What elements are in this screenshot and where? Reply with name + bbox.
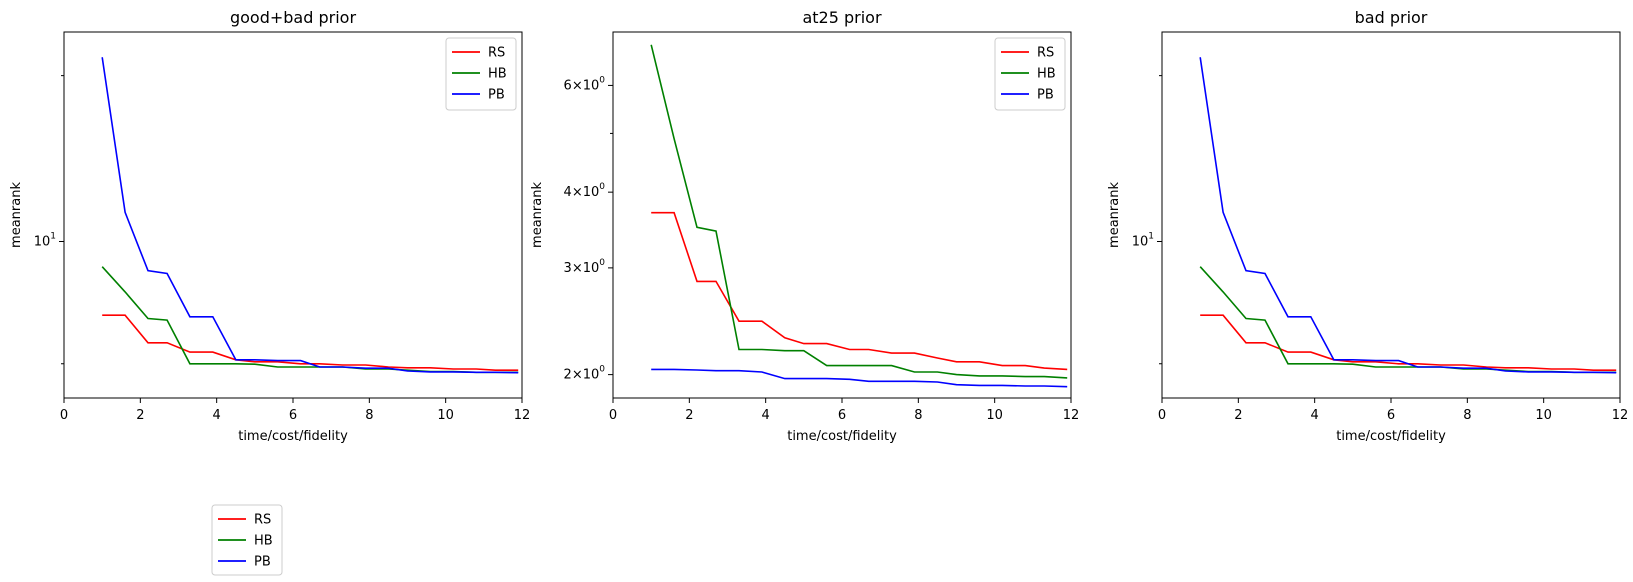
y-tick-label: 6×100: [564, 75, 606, 93]
x-axis-label: time/cost/fidelity: [787, 429, 897, 444]
y-tick-label-base: 10: [34, 234, 51, 249]
legend-label-hb: HB: [488, 67, 507, 82]
x-axis-label: time/cost/fidelity: [238, 429, 348, 444]
x-tick-label: 6: [838, 408, 846, 423]
legend-frame: [445, 37, 517, 111]
x-tick-label: 10: [986, 408, 1003, 423]
y-tick-label-base: 6×10: [564, 78, 600, 93]
y-tick-label-exponent: 0: [599, 182, 605, 192]
legend: RS HB PB: [445, 37, 517, 111]
legend-label-hb: HB: [1037, 67, 1056, 82]
x-tick-label: 8: [365, 408, 373, 423]
y-tick-label: 2×100: [564, 364, 606, 382]
x-tick-label: 8: [914, 408, 922, 423]
x-tick-label: 4: [1311, 408, 1319, 423]
series-line-pb: [1199, 57, 1617, 374]
x-tick-label: 10: [437, 408, 454, 423]
chart-title: at25 prior: [802, 8, 881, 27]
legend-frame: [994, 37, 1066, 111]
x-tick-label: 2: [685, 408, 693, 423]
x-tick-label: 4: [762, 408, 770, 423]
series-line-pb: [651, 368, 1068, 388]
x-axis-label: time/cost/fidelity: [1336, 429, 1446, 444]
y-tick-label: 101: [1132, 231, 1154, 249]
x-tick-label: 6: [289, 408, 297, 423]
chart-title: good+bad prior: [230, 8, 356, 27]
x-tick-label: 0: [1158, 408, 1166, 423]
legend: RS HB PB: [994, 37, 1066, 111]
y-axis-label: meanrank: [9, 182, 24, 248]
legend-label-pb: PB: [488, 88, 505, 103]
legend-label-rs: RS: [488, 46, 505, 61]
x-tick-label: 10: [1535, 408, 1552, 423]
x-tick-label: 2: [136, 408, 144, 423]
x-tick-label: 0: [609, 408, 617, 423]
y-tick-label-exponent: 0: [599, 364, 605, 374]
y-axis-label: meanrank: [530, 182, 545, 248]
legend-label-rs: RS: [1037, 46, 1054, 61]
x-tick-label: 6: [1387, 408, 1395, 423]
plot-area: [1161, 31, 1621, 399]
x-tick-label: 2: [1234, 408, 1242, 423]
legend-label-pb: PB: [1037, 88, 1054, 103]
chart-title: bad prior: [1355, 8, 1428, 27]
y-tick-label-exponent: 0: [599, 75, 605, 85]
y-tick-label: 101: [34, 231, 56, 249]
series-line-pb: [101, 57, 519, 374]
y-tick-label-exponent: 1: [50, 231, 56, 241]
x-tick-label: 8: [1463, 408, 1471, 423]
x-tick-label: 12: [1612, 408, 1629, 423]
series-line-rs: [651, 211, 1068, 371]
y-tick-label: 4×100: [564, 182, 606, 200]
x-tick-label: 4: [213, 408, 221, 423]
y-tick-label-base: 4×10: [564, 185, 600, 200]
figure-legend-label-rs: RS: [254, 513, 271, 528]
figure-legend-label-pb: PB: [254, 555, 271, 570]
figure-legend-label-hb: HB: [254, 534, 273, 549]
series-line-hb: [650, 44, 1068, 379]
figure-legend-frame: [211, 504, 283, 576]
y-tick-label: 3×100: [564, 257, 606, 275]
y-tick-label-exponent: 1: [1148, 231, 1154, 241]
y-tick-label-base: 2×10: [564, 367, 600, 382]
y-axis-label: meanrank: [1107, 182, 1122, 248]
y-tick-label-base: 3×10: [564, 260, 600, 275]
x-tick-label: 12: [1063, 408, 1080, 423]
x-tick-label: 12: [514, 408, 531, 423]
y-tick-label-base: 10: [1132, 234, 1149, 249]
figure-legend: RS HB PB: [211, 504, 283, 576]
x-tick-label: 0: [60, 408, 68, 423]
y-tick-label-exponent: 0: [599, 257, 605, 267]
